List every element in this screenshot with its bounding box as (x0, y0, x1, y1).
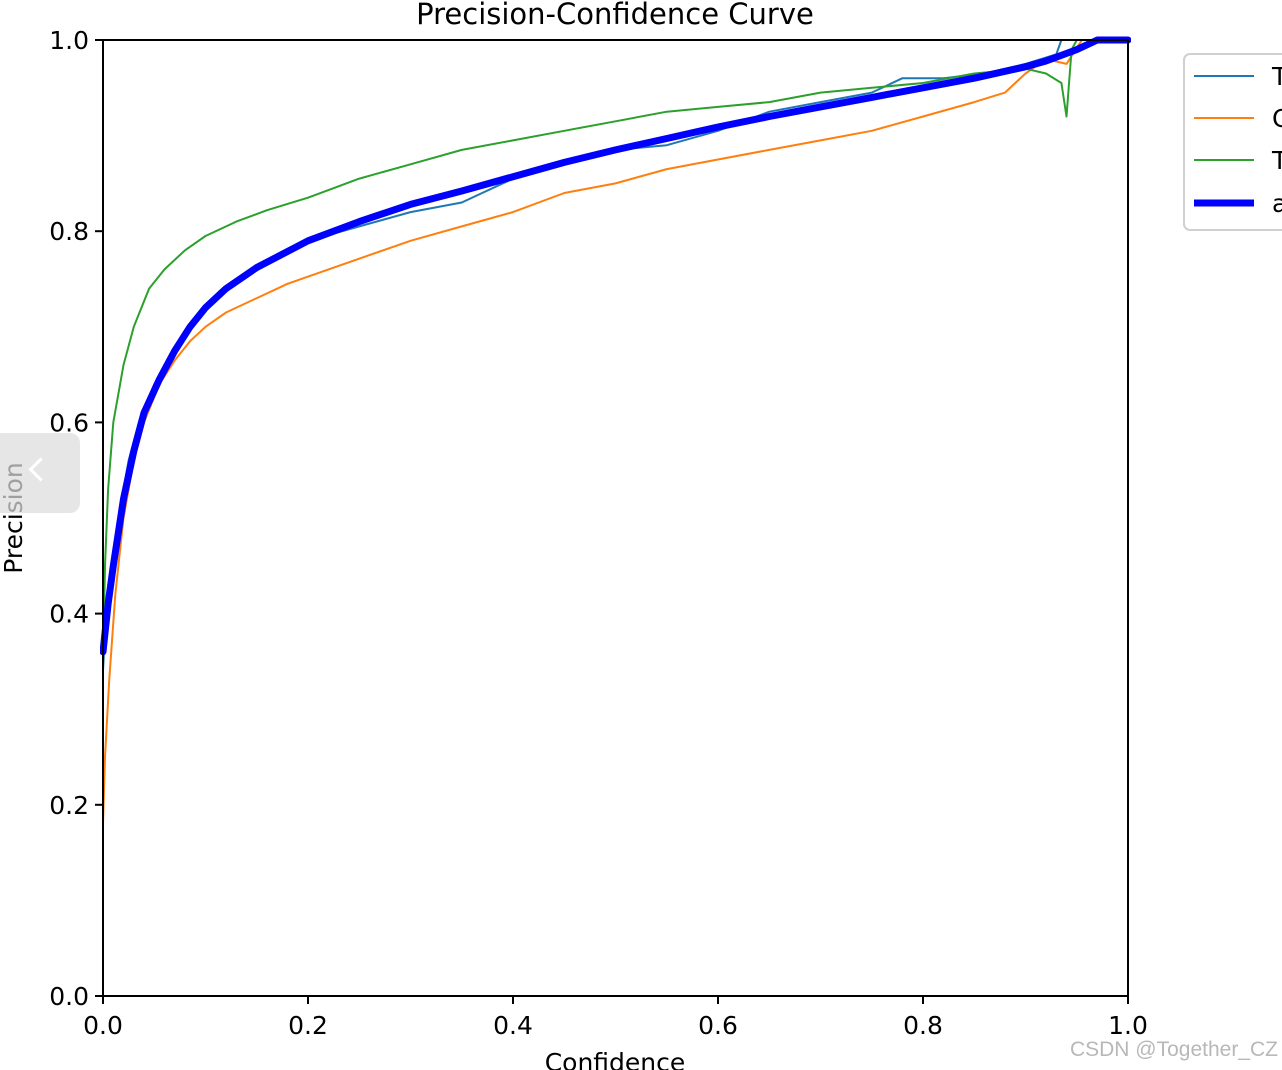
x-tick-label: 0.6 (698, 1011, 738, 1040)
x-tick-label: 0.2 (288, 1011, 328, 1040)
y-tick-label: 0.2 (49, 791, 89, 820)
series-group (100, 36, 1131, 825)
x-tick-label: 0.4 (493, 1011, 533, 1040)
y-tick-label: 0.6 (49, 408, 89, 437)
y-axis-ticks: 0.0 0.2 0.4 0.6 0.8 1.0 (49, 26, 103, 1011)
chevron-left-icon (28, 457, 53, 482)
series-line-3 (102, 39, 1129, 663)
series-line-2 (102, 39, 1129, 825)
y-tick-label: 0.0 (49, 982, 89, 1011)
legend-label-2: C (1272, 104, 1282, 133)
x-tick-label: 1.0 (1108, 1011, 1148, 1040)
previous-image-button[interactable] (0, 433, 80, 513)
y-tick-label: 0.4 (49, 600, 89, 629)
series-line-1 (102, 39, 1129, 672)
x-axis-title: Confidence (545, 1048, 686, 1070)
legend-box (1183, 53, 1282, 231)
legend-label-3: T (1271, 146, 1282, 175)
legend-label-1: T (1271, 62, 1282, 91)
x-tick-label: 0.8 (903, 1011, 943, 1040)
x-tick-label: 0.0 (83, 1011, 123, 1040)
series-line-4 (100, 36, 1131, 656)
plot-frame (102, 39, 1129, 997)
watermark: CSDN @Together_CZ (1069, 1038, 1278, 1061)
legend-label-4: a (1272, 189, 1282, 218)
y-tick-label: 0.8 (49, 217, 89, 246)
x-axis-ticks: 0.0 0.2 0.4 0.6 0.8 1.0 (83, 996, 1148, 1040)
chart-title: Precision-Confidence Curve (416, 0, 814, 31)
y-tick-label: 1.0 (49, 26, 89, 55)
